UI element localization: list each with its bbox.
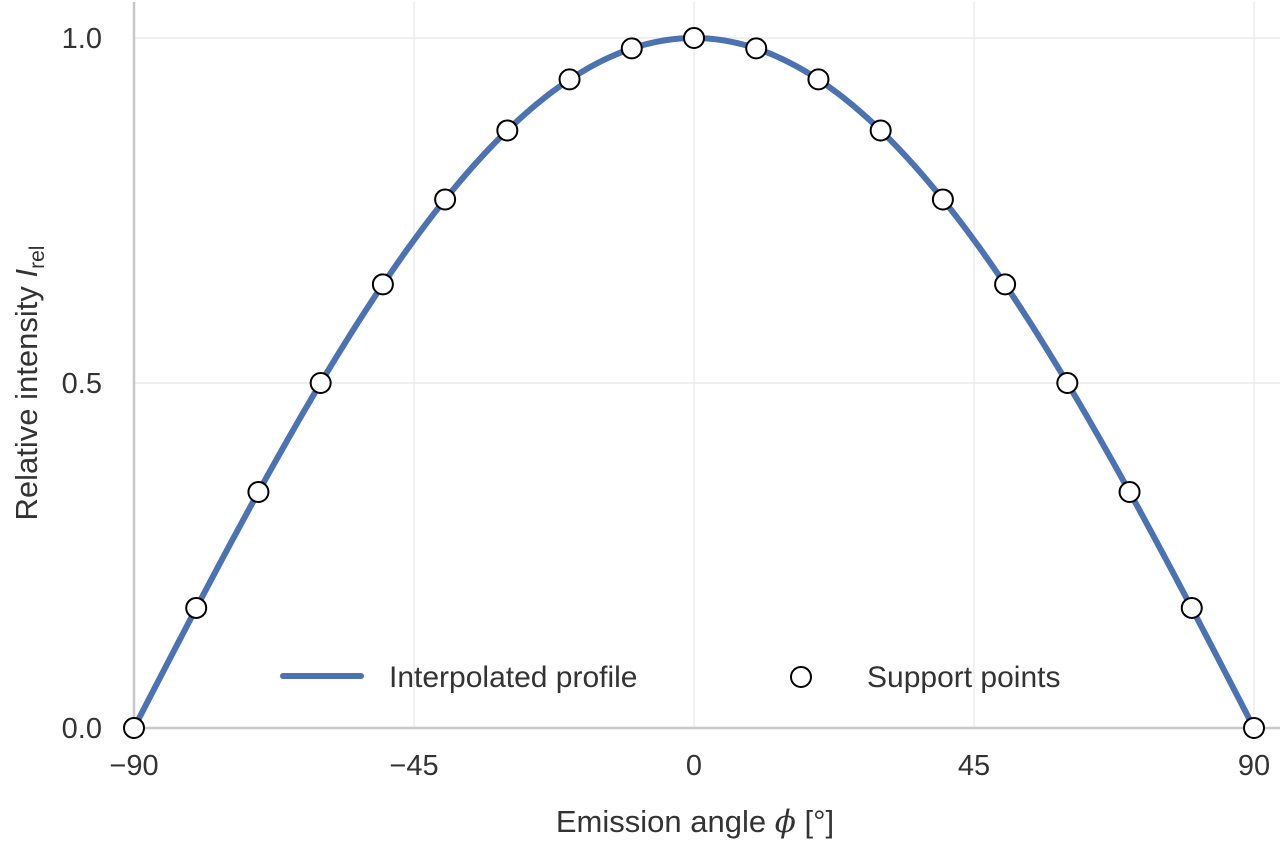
support-point	[185, 596, 208, 619]
support-point	[558, 68, 581, 91]
y-axis-label-symbol: I	[9, 269, 44, 278]
support-point	[1056, 372, 1079, 394]
support-point	[371, 273, 394, 296]
x-tick-label: 45	[958, 750, 990, 782]
support-point	[931, 188, 954, 211]
x-tick-label: 90	[1238, 750, 1270, 782]
support-point	[807, 68, 830, 91]
support-point	[683, 27, 705, 49]
support-point	[309, 372, 332, 394]
y-tick-label: 0.5	[62, 368, 102, 400]
y-axis-label-subscript: rel	[26, 246, 49, 269]
x-axis-label-text: Emission angle	[556, 804, 775, 839]
legend-label-interpolated-profile: Interpolated profile	[389, 661, 638, 694]
x-tick-label: −45	[389, 750, 438, 782]
x-tick-label: 0	[686, 750, 702, 782]
y-tick-label: 1.0	[62, 23, 102, 55]
support-point	[1243, 717, 1265, 739]
support-point	[434, 188, 457, 211]
support-point	[994, 273, 1017, 296]
support-point	[620, 37, 643, 60]
axes	[132, 2, 1280, 730]
support-point	[247, 481, 270, 504]
legend-label-support-points: Support points	[867, 661, 1060, 694]
x-tick-labels: −90 −45 0 45 90	[109, 750, 1270, 782]
y-tick-labels: 0.0 0.5 1.0	[62, 23, 102, 745]
x-axis-label: Emission angle ϕ [°]	[556, 804, 834, 840]
support-point	[869, 119, 892, 142]
support-point	[123, 717, 145, 739]
support-point	[1180, 596, 1203, 619]
legend-swatch-support-points	[790, 666, 812, 688]
support-point	[1118, 481, 1141, 504]
y-tick-label: 0.0	[62, 713, 102, 745]
x-axis-label-symbol: ϕ	[775, 804, 796, 840]
plot-series	[123, 27, 1265, 739]
x-tick-label: −90	[109, 750, 158, 782]
x-axis-label-unit: [°]	[796, 804, 834, 839]
support-point	[496, 119, 519, 142]
support-point	[745, 37, 768, 60]
legend: Interpolated profile Support points	[280, 661, 1060, 694]
gridlines	[133, 2, 1280, 729]
series-support-points	[123, 27, 1265, 739]
y-axis-label: Relative intensity Irel	[9, 246, 49, 521]
y-axis-label-text: Relative intensity	[9, 278, 44, 521]
